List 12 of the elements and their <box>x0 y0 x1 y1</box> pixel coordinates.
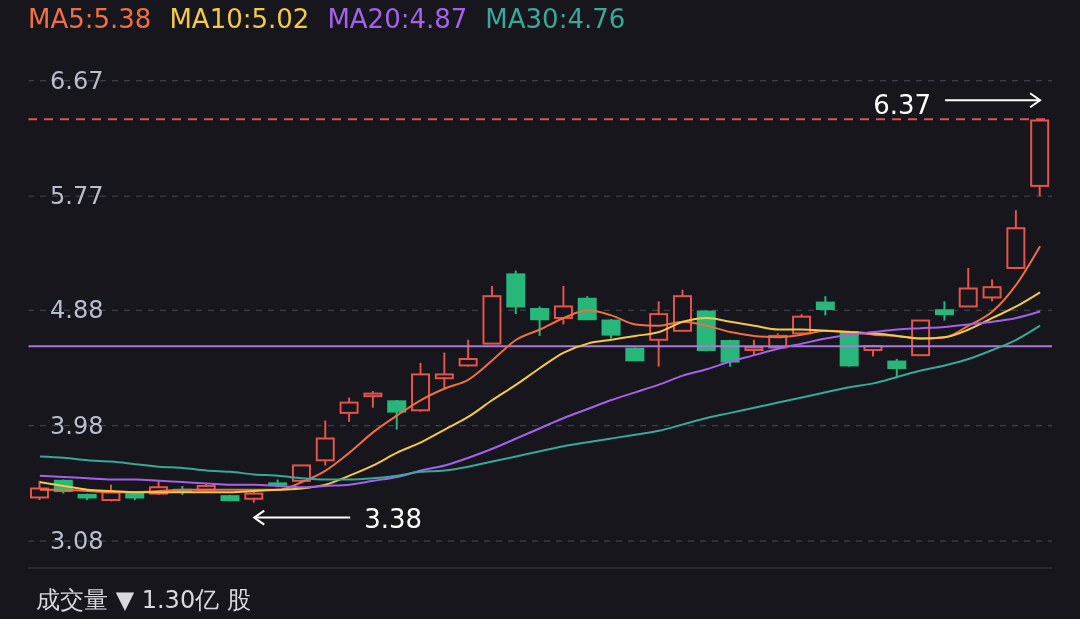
y-tick-label: 5.77 <box>50 182 104 211</box>
y-tick-label: 4.88 <box>50 296 104 325</box>
annotation: 6.37 <box>873 90 932 121</box>
text: MA10:5.02 <box>169 4 310 34</box>
y-tick-label: 3.08 <box>50 527 104 556</box>
annotation: 3.38 <box>364 503 423 534</box>
y-tick-label: 6.67 <box>50 66 104 95</box>
text: MA5:5.38 <box>28 4 152 34</box>
text: MA20:4.87 <box>327 4 468 34</box>
text: 成交量 ▼ 1.30亿 股 <box>36 585 251 616</box>
text: MA30:4.76 <box>485 4 626 34</box>
y-tick-label: 3.98 <box>50 411 104 440</box>
